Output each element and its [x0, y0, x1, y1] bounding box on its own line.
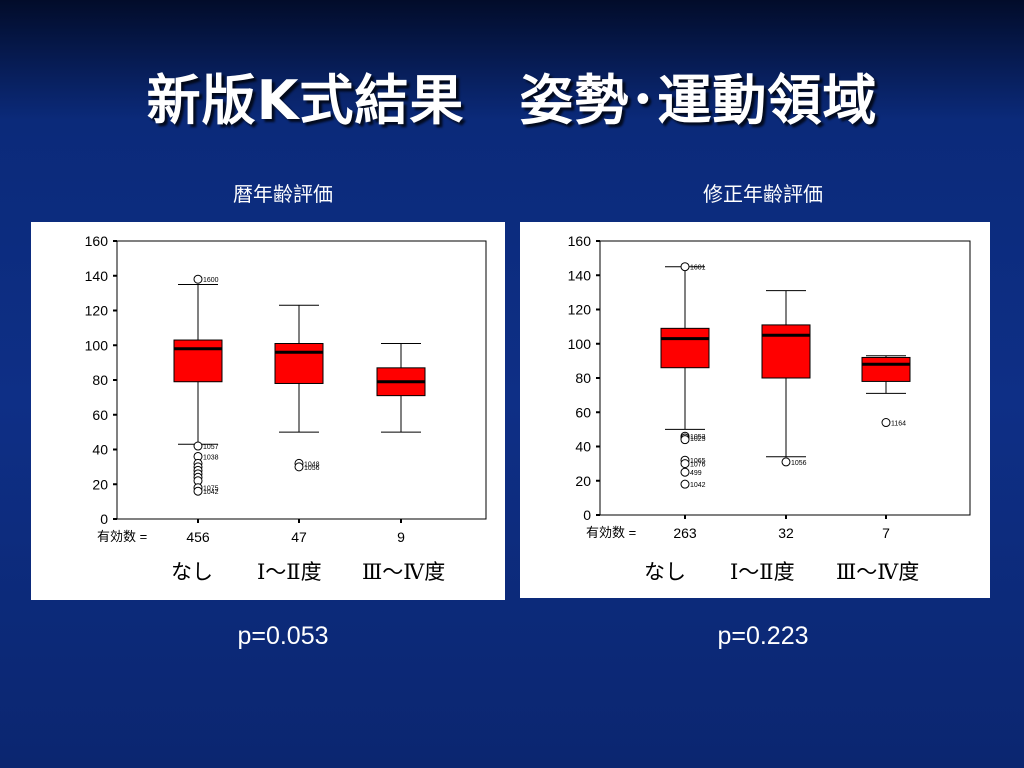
- outlier-point: [781, 457, 791, 467]
- box-iqr: [861, 356, 911, 382]
- outlier-label: 1048: [304, 461, 320, 468]
- n-label: 有効数 =: [586, 525, 636, 540]
- group-label-none: なし: [171, 560, 213, 584]
- y-tick-label: 100: [85, 337, 109, 353]
- y-tick-label: 160: [568, 233, 592, 249]
- n-value: 9: [397, 529, 405, 545]
- y-tick-label: 120: [85, 303, 109, 319]
- y-tick-label: 20: [92, 476, 108, 492]
- outlier-point: [680, 479, 690, 489]
- outlier-label: 499: [690, 470, 702, 477]
- group-label-grade-3-4: Ⅲ～Ⅳ度: [362, 560, 446, 584]
- group-label-grade-1-2: Ⅰ～Ⅱ度: [257, 560, 322, 584]
- outlier-label: 1038: [203, 454, 219, 461]
- y-tick-label: 80: [575, 370, 591, 386]
- group-label-grade-1-2: Ⅰ～Ⅱ度: [730, 560, 795, 584]
- y-tick-label: 100: [568, 336, 592, 352]
- outlier-label: 1025: [690, 436, 706, 443]
- outlier-point: [680, 459, 690, 469]
- n-value: 47: [291, 529, 307, 545]
- group-label-none: なし: [644, 560, 686, 584]
- box-iqr: [274, 343, 324, 384]
- outlier-point: [193, 441, 203, 451]
- chart-panel-corrected: 0 20 40 60 80 100 120 140 160 有効数 = 263 32 7 1601 1053…: [520, 222, 990, 598]
- y-tick-label: 0: [583, 507, 591, 523]
- y-tick-label: 20: [575, 473, 591, 489]
- box-iqr: [173, 339, 223, 383]
- y-tick-label: 0: [100, 511, 108, 527]
- p-value-corrected: p=0.223: [717, 622, 809, 650]
- outlier-label: 1053: [690, 434, 706, 441]
- outlier-label: 1601: [690, 265, 706, 272]
- y-tick-label: 120: [568, 302, 592, 318]
- outlier-point: [680, 467, 690, 477]
- outlier-label: 1065: [690, 458, 706, 465]
- outlier-label: 1042: [203, 489, 219, 496]
- n-value: 263: [673, 525, 697, 541]
- box-iqr: [660, 327, 710, 369]
- box-plot-chronological: 0 20 40 60 80 100 120 140 160 有効数 = 456 47 9 1600 1057…: [85, 233, 487, 545]
- y-tick-label: 60: [92, 407, 108, 423]
- outlier-label: 1164: [891, 421, 906, 428]
- slide-title: 新版K式結果 姿勢･運動領域: [146, 69, 878, 132]
- box-iqr: [761, 324, 811, 379]
- outlier-point: [193, 486, 203, 496]
- outlier-label: 1600: [203, 277, 219, 284]
- chart-panel-chronological: 0 20 40 60 80 100 120 140 160 有効数 = 456 47 9 1600 1057…: [31, 222, 505, 600]
- outlier-label: 1076: [690, 462, 706, 469]
- outlier-point: [680, 435, 690, 445]
- outlier-label: 1056: [791, 460, 807, 467]
- panel-heading-corrected: 修正年齢評価: [703, 182, 823, 206]
- outlier-point: [881, 418, 891, 428]
- y-tick-label: 160: [85, 233, 109, 249]
- p-value-chronological: p=0.053: [237, 622, 329, 650]
- y-tick-label: 40: [575, 439, 591, 455]
- outlier-label: 1056: [304, 465, 320, 472]
- outlier-point: [294, 462, 304, 472]
- n-value: 456: [186, 529, 210, 545]
- outlier-label: 1075: [203, 486, 219, 493]
- n-value: 7: [882, 525, 890, 541]
- outlier-point: [680, 262, 690, 272]
- y-tick-label: 140: [568, 267, 592, 283]
- outlier-label: 1042: [690, 482, 706, 489]
- n-value: 32: [778, 525, 794, 541]
- y-tick-label: 80: [92, 372, 108, 388]
- panel-heading-chronological: 暦年齢評価: [233, 182, 333, 206]
- y-tick-label: 40: [92, 442, 108, 458]
- n-label: 有効数 =: [97, 529, 147, 544]
- y-tick-label: 140: [85, 268, 109, 284]
- group-label-grade-3-4: Ⅲ～Ⅳ度: [836, 560, 920, 584]
- outlier-point: [193, 274, 203, 284]
- y-tick-label: 60: [575, 404, 591, 420]
- box-plot-corrected: 0 20 40 60 80 100 120 140 160 有効数 = 263 32 7 1601 1053…: [568, 233, 971, 541]
- outlier-label: 1057: [203, 444, 219, 451]
